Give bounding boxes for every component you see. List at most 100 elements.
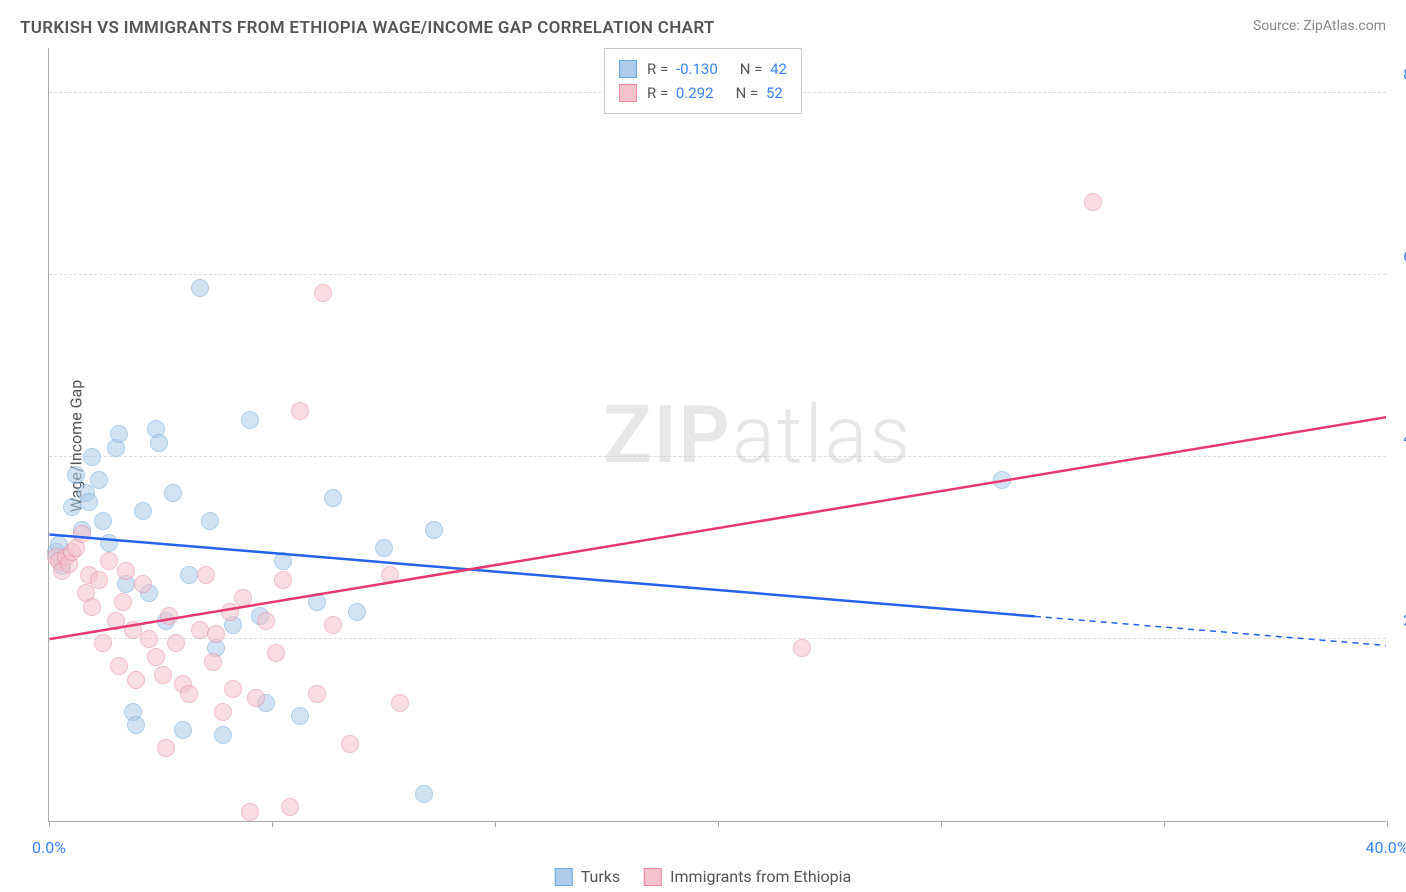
legend-swatch — [619, 84, 637, 102]
legend-swatch — [555, 868, 573, 886]
scatter-point — [180, 685, 198, 703]
gridline — [49, 638, 1386, 639]
scatter-point — [375, 539, 393, 557]
scatter-point — [241, 803, 259, 821]
r-label: R = 0.292 — [647, 81, 714, 105]
scatter-point — [221, 603, 239, 621]
scatter-point — [167, 634, 185, 652]
scatter-point — [341, 735, 359, 753]
legend-label: Turks — [581, 867, 620, 886]
scatter-point — [267, 644, 285, 662]
legend-label: Immigrants from Ethiopia — [670, 867, 851, 886]
scatter-point — [291, 402, 309, 420]
scatter-point — [73, 525, 91, 543]
scatter-point — [214, 726, 232, 744]
scatter-point — [80, 493, 98, 511]
scatter-point — [154, 666, 172, 684]
scatter-point — [150, 434, 168, 452]
x-tick — [941, 821, 942, 827]
scatter-point — [63, 498, 81, 516]
scatter-point — [140, 630, 158, 648]
stats-row: R = 0.292N = 52 — [619, 81, 787, 105]
x-tick-label: 40.0% — [1366, 838, 1406, 857]
scatter-point — [224, 680, 242, 698]
chart-container: TURKISH VS IMMIGRANTS FROM ETHIOPIA WAGE… — [0, 0, 1406, 892]
scatter-point — [201, 512, 219, 530]
stats-legend: R = -0.130 N = 42R = 0.292N = 52 — [604, 48, 802, 114]
scatter-point — [415, 785, 433, 803]
legend-swatch — [619, 60, 637, 78]
stats-row: R = -0.130 N = 42 — [619, 57, 787, 81]
scatter-point — [241, 411, 259, 429]
source-label: Source: ZipAtlas.com — [1253, 18, 1386, 34]
plot-area: ZIPatlas 20.0%40.0%60.0%80.0%0.0%40.0% — [48, 48, 1386, 822]
scatter-point — [993, 471, 1011, 489]
scatter-point — [314, 284, 332, 302]
scatter-point — [197, 566, 215, 584]
scatter-point — [204, 653, 222, 671]
n-label: N = 42 — [740, 57, 787, 81]
scatter-point — [348, 603, 366, 621]
trend-lines — [49, 48, 1386, 821]
scatter-point — [117, 562, 135, 580]
scatter-point — [100, 552, 118, 570]
scatter-point — [247, 689, 265, 707]
x-tick — [495, 821, 496, 827]
scatter-point — [157, 739, 175, 757]
legend-item: Turks — [555, 867, 620, 886]
scatter-point — [110, 657, 128, 675]
scatter-point — [291, 707, 309, 725]
scatter-point — [381, 566, 399, 584]
scatter-point — [124, 621, 142, 639]
scatter-point — [324, 616, 342, 634]
scatter-point — [147, 648, 165, 666]
x-tick — [718, 821, 719, 827]
r-label: R = -0.130 — [647, 57, 718, 81]
x-tick — [1387, 821, 1388, 827]
series-legend: Turks Immigrants from Ethiopia — [555, 867, 852, 886]
scatter-point — [83, 598, 101, 616]
scatter-point — [134, 575, 152, 593]
x-tick — [49, 821, 50, 827]
chart-title: TURKISH VS IMMIGRANTS FROM ETHIOPIA WAGE… — [20, 18, 715, 38]
x-tick — [1164, 821, 1165, 827]
scatter-point — [257, 612, 275, 630]
scatter-point — [94, 512, 112, 530]
scatter-point — [324, 489, 342, 507]
scatter-point — [274, 571, 292, 589]
scatter-point — [308, 685, 326, 703]
scatter-point — [90, 471, 108, 489]
scatter-point — [391, 694, 409, 712]
legend-swatch — [644, 868, 662, 886]
gridline — [49, 456, 1386, 457]
scatter-point — [127, 716, 145, 734]
scatter-point — [127, 671, 145, 689]
watermark: ZIPatlas — [603, 388, 912, 482]
scatter-point — [67, 466, 85, 484]
scatter-point — [793, 639, 811, 657]
scatter-point — [134, 502, 152, 520]
x-tick — [272, 821, 273, 827]
scatter-point — [1084, 193, 1102, 211]
scatter-point — [90, 571, 108, 589]
scatter-point — [164, 484, 182, 502]
scatter-point — [107, 612, 125, 630]
scatter-point — [94, 634, 112, 652]
scatter-point — [114, 593, 132, 611]
scatter-point — [180, 566, 198, 584]
scatter-point — [191, 621, 209, 639]
gridline — [49, 274, 1386, 275]
legend-item: Immigrants from Ethiopia — [644, 867, 851, 886]
scatter-point — [308, 593, 326, 611]
scatter-point — [110, 425, 128, 443]
scatter-point — [274, 552, 292, 570]
scatter-point — [425, 521, 443, 539]
scatter-point — [100, 534, 118, 552]
x-tick-label: 0.0% — [32, 838, 66, 857]
scatter-point — [191, 279, 209, 297]
scatter-point — [83, 448, 101, 466]
scatter-point — [214, 703, 232, 721]
scatter-point — [234, 589, 252, 607]
scatter-point — [281, 798, 299, 816]
scatter-point — [207, 625, 225, 643]
